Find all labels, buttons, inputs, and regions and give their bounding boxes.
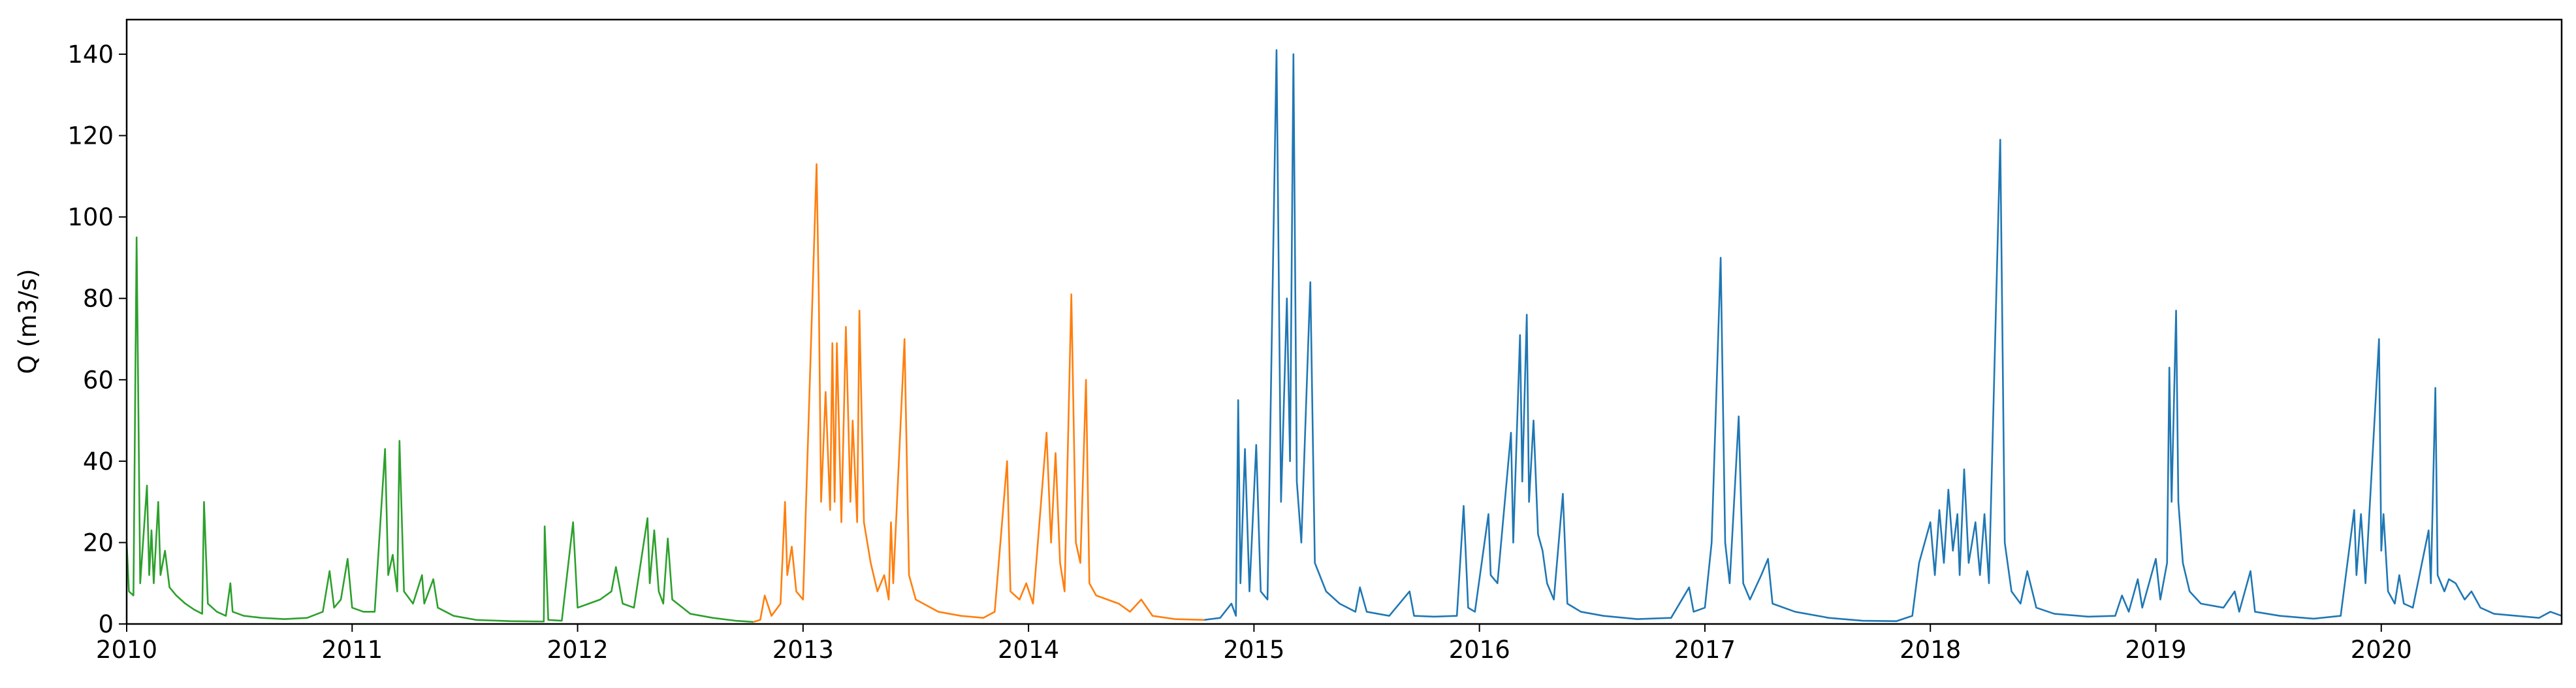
y-tick-label: 40 <box>83 448 114 476</box>
y-tick-label: 140 <box>67 41 114 69</box>
y-tick-label: 20 <box>83 529 114 557</box>
x-tick-label: 2010 <box>96 636 157 664</box>
x-tick-label: 2011 <box>321 636 383 664</box>
x-tick-label: 2019 <box>2125 636 2186 664</box>
x-tick-label: 2014 <box>998 636 1059 664</box>
y-tick-label: 120 <box>67 122 114 150</box>
plot-frame <box>125 18 2563 625</box>
x-tick-label: 2018 <box>1900 636 1961 664</box>
x-tick-label: 2020 <box>2351 636 2412 664</box>
x-tick-label: 2015 <box>1223 636 1284 664</box>
y-tick-label: 0 <box>98 610 114 638</box>
x-tick-label: 2012 <box>547 636 608 664</box>
y-axis-label: Q (m3/s) <box>14 269 42 374</box>
x-tick-label: 2013 <box>772 636 834 664</box>
flow-line <box>125 236 754 623</box>
y-tick-label: 60 <box>83 366 114 394</box>
x-tick-label: 2017 <box>1674 636 1736 664</box>
x-tick-label: 2016 <box>1449 636 1510 664</box>
y-tick-label: 100 <box>67 203 114 231</box>
flow-line <box>1204 49 2562 622</box>
flow-line <box>753 163 1205 623</box>
y-tick-label: 80 <box>83 285 114 313</box>
